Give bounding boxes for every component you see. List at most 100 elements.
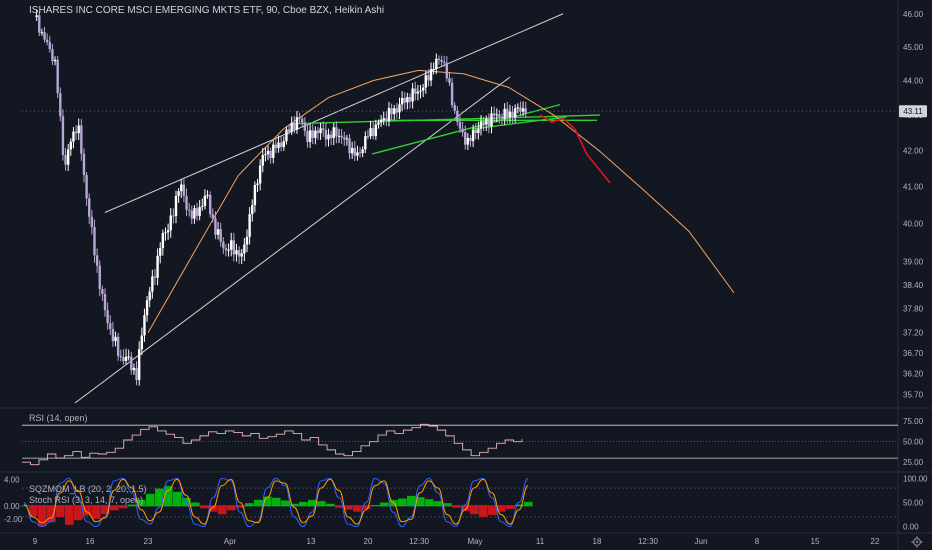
candle-body (48, 42, 51, 50)
candle-body (406, 96, 409, 103)
candle-body (80, 125, 83, 154)
candle-body (59, 93, 62, 117)
time-tick-label: 20 (364, 537, 373, 546)
candle-body (519, 107, 522, 112)
candle-body (119, 355, 122, 358)
candle-body (327, 134, 330, 140)
candle-body (235, 250, 238, 255)
candle-body (343, 137, 346, 140)
time-tick-label: Jun (695, 537, 708, 546)
candle-body (182, 184, 186, 196)
sqz-tick-label: 0.00 (4, 502, 20, 511)
channel-upper-line (104, 13, 564, 213)
time-tick-label: 9 (33, 537, 38, 546)
gear-icon[interactable] (911, 536, 923, 548)
sqz-histogram-bar (470, 505, 479, 515)
sqz-histogram-bar (290, 503, 299, 507)
candle-body (185, 195, 188, 210)
sqz-histogram-bar (407, 495, 416, 507)
candle-body (161, 233, 165, 249)
candle-body (395, 108, 399, 113)
candle-body (230, 240, 233, 250)
sqz-histogram-bar (371, 505, 380, 507)
sqz-histogram-bar (461, 505, 470, 511)
candle-body (245, 236, 249, 245)
price-badge-value: 43.11 (903, 107, 923, 116)
candle-body (429, 69, 433, 81)
candle-body (432, 69, 435, 71)
sqz-histogram-bar (299, 501, 308, 507)
candle-body (285, 129, 288, 142)
candle-body (206, 194, 209, 196)
candle-body (219, 229, 222, 242)
projection-line (539, 114, 611, 184)
candle-body (366, 136, 370, 138)
candle-body (159, 248, 162, 256)
sqz-histogram-bar (146, 493, 155, 507)
candle-body (303, 122, 307, 132)
price-tick-label: 41.00 (903, 183, 924, 192)
sqz-histogram-bar (200, 505, 209, 509)
sqz-histogram-bar (47, 505, 56, 523)
candle-body (419, 90, 422, 92)
candle-body (40, 32, 44, 34)
sqz-histogram-bar (326, 503, 335, 507)
candle-body (253, 184, 257, 206)
sqz-histogram-bar (506, 505, 515, 509)
time-tick-label: 8 (755, 537, 760, 546)
candle-body (266, 150, 270, 155)
candle-body (114, 336, 117, 342)
candle-body (414, 88, 417, 94)
candle-body (109, 323, 112, 329)
candle-body (337, 135, 341, 137)
candle-body (35, 15, 38, 18)
time-tick-label: Apr (224, 537, 237, 546)
sqz-histogram-bar (344, 505, 353, 510)
candle-body (66, 149, 70, 165)
sqz-histogram-bar (119, 505, 128, 509)
candle-body (38, 15, 41, 33)
sqz-histogram-bar (29, 505, 38, 517)
candle-body (132, 367, 136, 371)
sqz-histogram-bar (488, 505, 497, 515)
candle-body (224, 248, 228, 251)
candle-body (411, 88, 414, 102)
sqz-histogram-bar (308, 499, 317, 507)
candle-body (345, 138, 349, 140)
sqz-histogram-bar (209, 505, 218, 512)
price-tick-label: 39.00 (903, 258, 924, 267)
candle-body (180, 184, 183, 192)
candle-body (116, 336, 120, 356)
sqz-histogram-bar (362, 505, 371, 509)
candle-body (498, 114, 501, 117)
rsi-tick-label: 75.00 (903, 417, 924, 426)
candle-body (322, 128, 325, 130)
sqz-histogram-bar (281, 500, 290, 507)
candle-body (122, 357, 125, 361)
candle-body (437, 58, 441, 60)
candle-body (174, 195, 178, 216)
candle-body (77, 125, 80, 134)
candle-body (445, 62, 449, 79)
price-tick-label: 44.00 (903, 77, 924, 86)
price-tick-label: 37.80 (903, 305, 924, 314)
candle-body (193, 208, 196, 219)
rsi-tick-label: 50.00 (903, 438, 924, 447)
candle-body (61, 116, 65, 155)
price-tick-label: 42.00 (903, 146, 924, 155)
candle-body (350, 147, 354, 154)
candle-body (403, 98, 406, 103)
sqz-histogram-bar (515, 504, 524, 507)
sqz-histogram-bar (83, 505, 92, 516)
candle-body (492, 113, 496, 116)
candle-body (251, 205, 254, 215)
candle-body (456, 110, 459, 122)
candle-body (474, 129, 477, 134)
candle-body (190, 210, 193, 219)
candle-body (348, 138, 351, 154)
candle-body (153, 276, 157, 278)
candle-body (448, 78, 451, 83)
candle-body (135, 367, 138, 380)
